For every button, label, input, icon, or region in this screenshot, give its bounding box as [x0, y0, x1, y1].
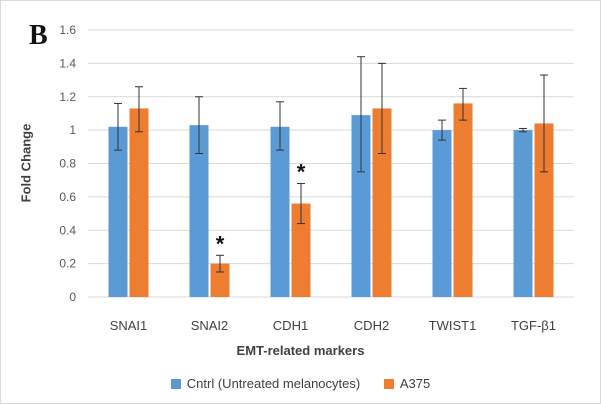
x-tick-label: TWIST1 [429, 318, 477, 333]
y-tick-label: 0.4 [59, 223, 76, 237]
x-tick-label: TGF-β1 [511, 318, 556, 333]
y-tick-label: 1.2 [59, 90, 76, 104]
legend-item-control: Cntrl (Untreated melanocytes) [170, 376, 361, 391]
y-tick-label: 1 [69, 123, 76, 137]
legend-label-a375: A375 [399, 376, 431, 391]
panel-label: B [29, 20, 48, 51]
bar [129, 108, 149, 298]
y-tick-label: 0 [69, 290, 76, 304]
legend-swatch-a375 [383, 379, 394, 389]
y-tick-label: 0.6 [59, 190, 76, 204]
x-tick-label: CDH2 [354, 318, 389, 333]
significance-marker: * [297, 160, 306, 185]
legend-item-a375: A375 [383, 376, 431, 391]
bar [513, 130, 533, 297]
bar [189, 125, 209, 298]
bar [210, 263, 230, 297]
x-tick-label: SNAI1 [110, 318, 148, 333]
y-tick-label: 1.4 [59, 56, 76, 70]
bar [291, 203, 311, 297]
y-tick-label: 0.8 [59, 157, 76, 171]
legend: Cntrl (Untreated melanocytes) A375 [0, 376, 601, 391]
bar [270, 126, 290, 297]
legend-label-control: Cntrl (Untreated melanocytes) [186, 376, 361, 391]
y-tick-label: 0.2 [59, 257, 76, 271]
x-tick-label: SNAI2 [191, 318, 229, 333]
bar [534, 123, 554, 297]
bar [372, 108, 392, 298]
bar [108, 126, 128, 297]
bar [351, 115, 371, 297]
bar [432, 130, 452, 297]
significance-marker: * [216, 231, 225, 256]
y-tick-label: 1.6 [59, 23, 76, 37]
bar [453, 103, 473, 297]
x-tick-label: CDH1 [273, 318, 308, 333]
x-axis-title: EMT-related markers [236, 343, 365, 358]
legend-swatch-control [170, 379, 181, 389]
